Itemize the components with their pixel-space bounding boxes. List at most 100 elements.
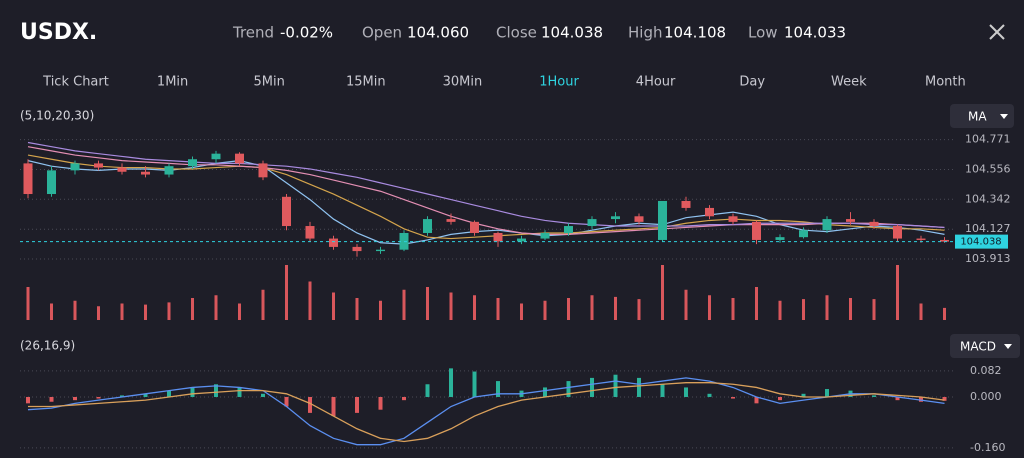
macd-bar (402, 396, 406, 401)
timeframe-tab[interactable]: 4Hour (636, 75, 676, 90)
timeframe-tab[interactable]: Month (925, 75, 966, 90)
macd-bar (472, 371, 477, 397)
volume-bar (919, 303, 923, 320)
button-bg[interactable] (950, 334, 1020, 358)
macd-bar (731, 396, 735, 399)
timeframe-tab[interactable]: Tick Chart (42, 75, 109, 90)
volume-bar (473, 295, 476, 320)
candle-body (211, 153, 221, 160)
candle-body (188, 159, 197, 167)
symbol-title: USDX. (20, 20, 97, 45)
volume-bar (637, 299, 641, 320)
candle-body (799, 230, 808, 238)
plot: 103.913 104.127 104.342 104.556 104.771 104.0… (20, 133, 1011, 454)
timeframe-tab[interactable]: 15Min (346, 75, 386, 90)
macd-bar (801, 393, 806, 397)
macd-bar (942, 396, 947, 401)
macd-bar (26, 396, 30, 404)
volume-bar (590, 295, 594, 320)
timeframe-tab[interactable]: 5Min (254, 75, 285, 90)
volume-bar (144, 304, 147, 320)
candle-body (728, 216, 738, 222)
volume-bar (261, 289, 265, 320)
candle-body (94, 163, 103, 168)
ma-button[interactable]: MA (950, 104, 1014, 128)
y-tick-label: 104.771 (965, 133, 1011, 146)
candle-body (846, 219, 855, 222)
volume-bar (355, 298, 359, 320)
macd-bar (120, 395, 124, 397)
timeframe-tab[interactable]: 1Min (157, 75, 188, 90)
volume-bar (285, 265, 288, 320)
y-tick-label: 104.556 (965, 163, 1011, 176)
dropdown-icon[interactable] (1000, 114, 1008, 119)
volume-bar (731, 298, 735, 320)
macd-bar (707, 393, 712, 397)
macd-bar (143, 393, 148, 397)
stat-value: 104.038 (541, 24, 603, 42)
macd-bar (378, 396, 383, 410)
candle-body (282, 196, 291, 227)
candle-body (611, 216, 620, 220)
volume-bar (73, 300, 77, 320)
macd-bar (919, 396, 923, 402)
candle-body (305, 226, 315, 239)
candle-body (752, 221, 761, 240)
candle-body (470, 221, 479, 233)
volume-bar (496, 298, 500, 320)
close-button[interactable] (989, 24, 1005, 40)
candle-body (587, 219, 597, 227)
macd-bar (355, 396, 359, 413)
macd-bar (778, 396, 782, 401)
close-icon[interactable] (989, 24, 1005, 40)
macd-line (28, 382, 945, 443)
macd-bar (684, 387, 688, 397)
volume-bar (825, 295, 829, 320)
last-price-box (955, 234, 1008, 249)
macd-params: (26,16,9) (20, 339, 75, 353)
button-bg[interactable] (950, 104, 1014, 128)
stat-value: 104.060 (407, 24, 469, 42)
volume-bar (520, 303, 523, 320)
volume-bar (26, 287, 30, 320)
candle-body (822, 219, 832, 231)
candle-body (493, 232, 503, 242)
candle-body (164, 166, 174, 175)
candle-body (940, 239, 949, 242)
macd-bar (660, 384, 665, 397)
macd-bar (214, 384, 218, 397)
candle-body (23, 163, 33, 195)
macd-bar (449, 368, 453, 397)
volume-bar (214, 295, 218, 320)
stat-label: Open (362, 24, 402, 42)
candle-body (352, 246, 362, 252)
timeframe-tab[interactable]: Day (739, 75, 765, 90)
button-label[interactable]: MA (968, 110, 987, 124)
candle-body (258, 163, 268, 178)
ma-line (27, 141, 945, 229)
timeframe-tab[interactable]: 1Hour (539, 75, 579, 90)
last-price-label: 104.038 (960, 237, 1001, 248)
button-label[interactable]: MACD (960, 340, 996, 354)
volume-bar (943, 307, 946, 320)
stats: Trend -0.02% Open 104.060 Close 104.038 High 10… (232, 24, 846, 42)
dropdown-icon[interactable] (1004, 344, 1012, 349)
candle-body (423, 219, 432, 233)
y-tick-label: -0.160 (970, 441, 1005, 454)
timeframe-tab[interactable]: Week (831, 75, 867, 90)
stat-label: Close (496, 24, 537, 42)
timeframe-tab[interactable]: 30Min (443, 75, 483, 90)
stat-label: High (628, 24, 662, 42)
y-tick-label: 103.913 (965, 252, 1011, 265)
ma-line (27, 154, 945, 240)
macd-bar (308, 396, 312, 413)
macd-bar (49, 396, 54, 402)
stat-value: 104.108 (664, 24, 726, 42)
candle-body (705, 207, 714, 217)
candle-body (916, 238, 926, 240)
candle-body (540, 232, 550, 239)
candle-body (446, 219, 456, 222)
macd-button[interactable]: MACD (950, 334, 1020, 358)
macd-bar (590, 377, 594, 397)
